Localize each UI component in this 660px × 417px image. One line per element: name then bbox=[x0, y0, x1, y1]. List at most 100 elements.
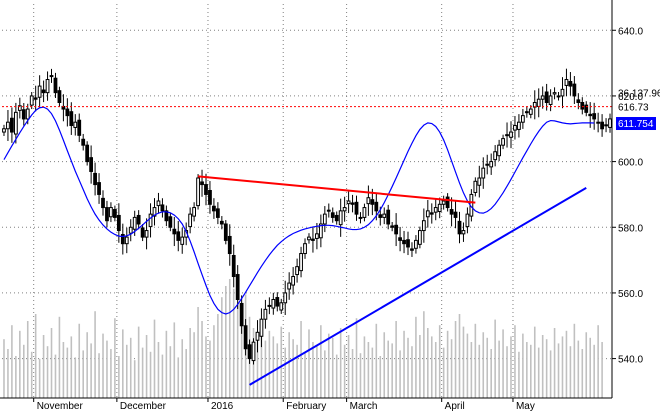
candle-body bbox=[501, 138, 505, 146]
candle-body bbox=[461, 230, 466, 235]
candle-body bbox=[275, 297, 280, 307]
candle-body bbox=[259, 318, 264, 337]
candle-body bbox=[608, 118, 612, 128]
candle-body bbox=[445, 196, 450, 209]
candle-body bbox=[406, 239, 410, 248]
candle-body bbox=[465, 213, 470, 228]
candle-body bbox=[69, 111, 74, 126]
x-tick-label: 2016 bbox=[211, 401, 234, 412]
candle-body bbox=[386, 209, 391, 225]
candle-body bbox=[255, 331, 260, 341]
candle-body bbox=[251, 341, 256, 362]
candle-body bbox=[433, 207, 438, 213]
candle-body bbox=[10, 117, 14, 133]
candle-body bbox=[73, 121, 78, 128]
price-candles bbox=[2, 68, 612, 365]
candle-body bbox=[580, 102, 585, 110]
candle-body bbox=[457, 220, 462, 235]
candle-body bbox=[168, 216, 173, 228]
candle-body bbox=[414, 239, 418, 249]
candle-body bbox=[57, 90, 62, 103]
x-tick-label: December bbox=[120, 401, 167, 412]
candle-body bbox=[13, 111, 18, 135]
candle-body bbox=[449, 209, 454, 215]
x-tick-label: April bbox=[445, 401, 465, 412]
x-axis-labels: November December 2016 February March April Ma… bbox=[33, 398, 535, 412]
candle-body bbox=[505, 134, 509, 137]
candle-body bbox=[425, 210, 430, 218]
candle-body bbox=[101, 197, 105, 209]
grid-lines bbox=[2, 4, 612, 398]
axes bbox=[0, 0, 613, 399]
candle-body bbox=[164, 210, 169, 222]
candle-body bbox=[113, 209, 117, 218]
candle-body bbox=[489, 161, 494, 168]
candle-body bbox=[21, 109, 26, 120]
y-tick-label: 580.0 bbox=[618, 223, 643, 234]
candle-body bbox=[509, 131, 513, 138]
candle-body bbox=[208, 189, 212, 205]
candle-body bbox=[520, 115, 525, 123]
candle-body bbox=[235, 274, 240, 300]
candle-body bbox=[370, 199, 375, 205]
candle-body bbox=[584, 104, 589, 113]
candle-body bbox=[105, 207, 109, 222]
candle-body bbox=[2, 128, 6, 133]
candle-body bbox=[493, 151, 498, 161]
candle-body bbox=[17, 105, 22, 111]
price-value-label: 616.73 bbox=[618, 103, 649, 114]
candle-body bbox=[283, 292, 288, 304]
candle-body bbox=[473, 180, 478, 193]
candle-body bbox=[132, 216, 137, 230]
candle-body bbox=[81, 138, 86, 146]
candle-body bbox=[524, 111, 529, 114]
candle-body bbox=[362, 207, 367, 218]
candle-body bbox=[374, 201, 379, 212]
candle-body bbox=[604, 124, 608, 127]
candle-body bbox=[128, 226, 133, 234]
candle-body bbox=[358, 216, 363, 219]
candle-body bbox=[592, 113, 597, 120]
candle-body bbox=[93, 172, 97, 186]
candle-body bbox=[45, 79, 50, 94]
candle-body bbox=[421, 220, 426, 232]
candle-body bbox=[247, 344, 252, 360]
candle-body bbox=[318, 223, 323, 239]
y-tick-label: 560.0 bbox=[618, 289, 643, 300]
candle-body bbox=[53, 77, 58, 94]
candle-body bbox=[299, 253, 303, 272]
candle-body bbox=[33, 97, 38, 100]
support-trend-line bbox=[249, 187, 587, 386]
candle-body bbox=[6, 121, 10, 130]
candle-body bbox=[517, 121, 521, 130]
candle-body bbox=[485, 163, 490, 166]
candle-body bbox=[315, 233, 319, 239]
x-tick-label: February bbox=[286, 401, 326, 412]
candle-body bbox=[536, 98, 541, 107]
candle-body bbox=[572, 83, 577, 97]
candle-body bbox=[140, 227, 145, 238]
candle-body bbox=[350, 202, 355, 205]
ma-line bbox=[3, 106, 595, 315]
value-tags: 36,137.96 616.73 611.754 bbox=[616, 89, 660, 131]
candle-body bbox=[287, 282, 292, 290]
candle-body bbox=[528, 108, 533, 115]
candle-body bbox=[49, 75, 54, 78]
candle-body bbox=[556, 95, 561, 98]
candle-body bbox=[188, 213, 193, 228]
candle-body bbox=[481, 167, 486, 179]
y-tick-label: 620.0 bbox=[618, 92, 643, 103]
candle-body bbox=[560, 88, 565, 97]
candle-body bbox=[219, 220, 224, 225]
candle-body bbox=[41, 89, 46, 94]
x-tick-label: May bbox=[516, 401, 535, 412]
candle-body bbox=[239, 302, 244, 327]
candle-body bbox=[544, 91, 549, 103]
candle-body bbox=[227, 235, 232, 255]
candle-body bbox=[89, 157, 94, 172]
candle-body bbox=[497, 144, 501, 157]
resistance-trend-line bbox=[197, 175, 476, 204]
candle-body bbox=[172, 228, 177, 235]
